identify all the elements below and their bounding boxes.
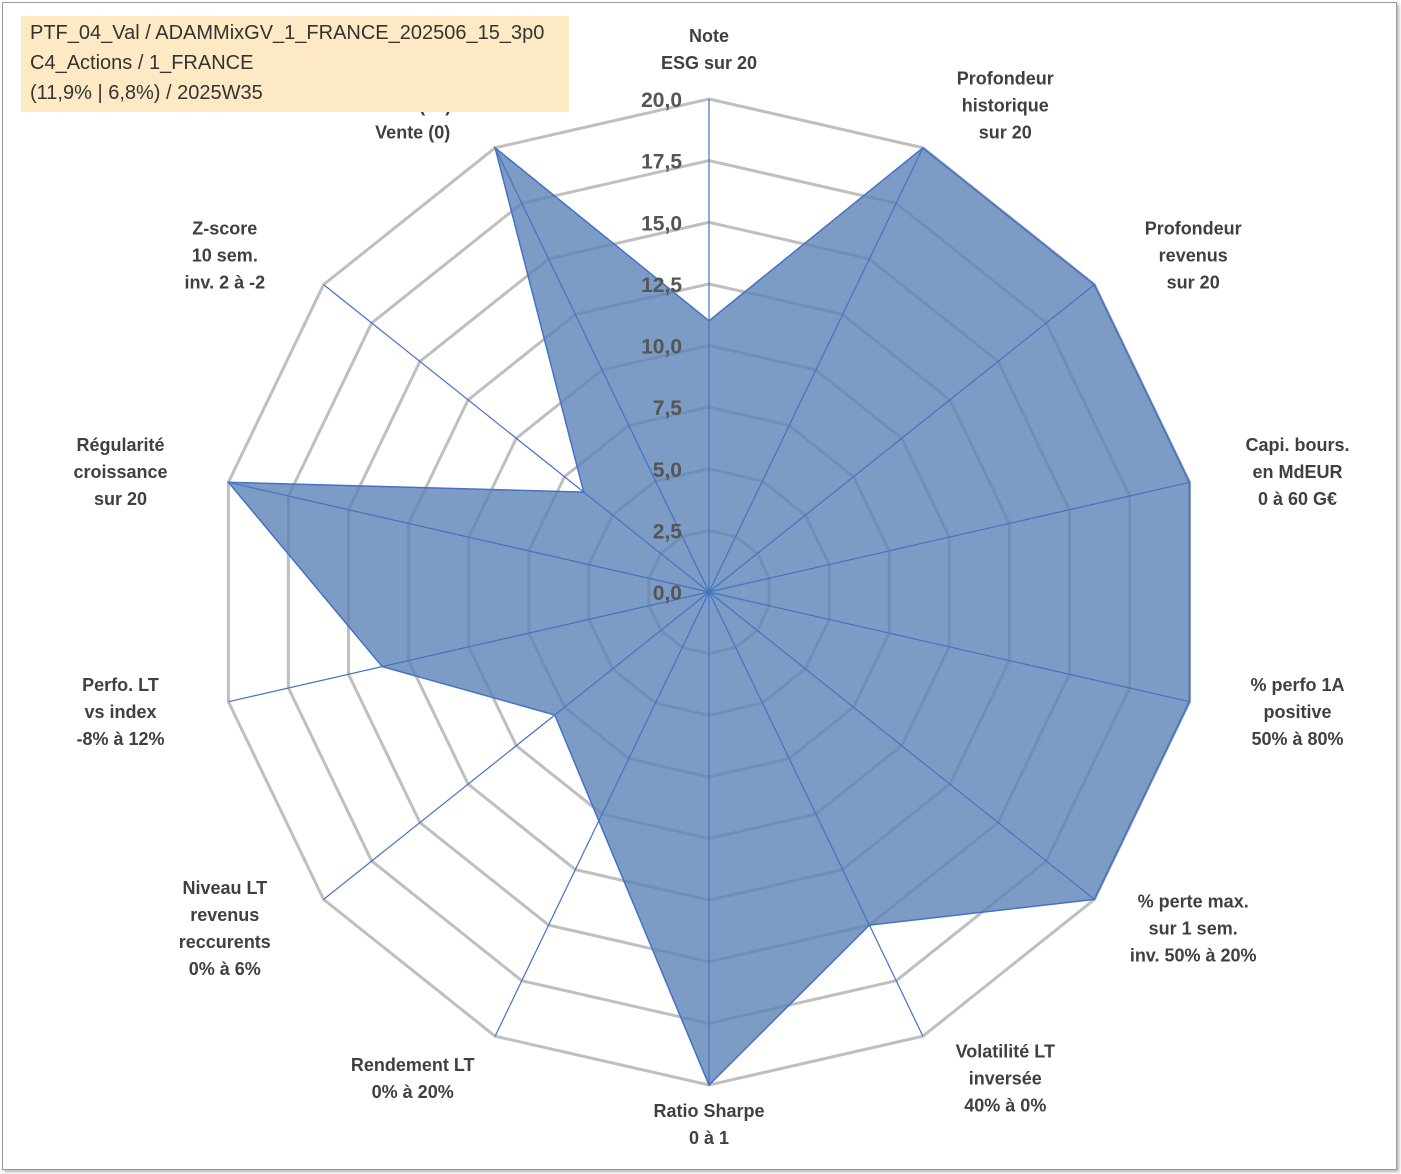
- axis-label-line: Perfo. LT: [82, 675, 159, 695]
- axis-spoke: [708, 481, 1190, 593]
- axis-label: Capi. bours. en MdEUR 0 à 60 G€: [1245, 435, 1349, 509]
- axis-label: Profondeur historique sur 20: [957, 69, 1054, 143]
- tick-label: 10,0: [641, 336, 682, 359]
- axis-label-line: % perte max.: [1138, 892, 1249, 912]
- axis-label-line: en MdEUR: [1253, 462, 1343, 482]
- axis-label: % perfo 1A positive 50% à 80%: [1250, 675, 1344, 749]
- axis-label: Perfo. LT vs index -8% à 12%: [76, 675, 164, 749]
- axis-spoke: [708, 147, 924, 593]
- info-period-line: (11,9% | 6,8%) / 2025W35: [30, 82, 263, 104]
- axis-label-line: sur 20: [94, 489, 147, 509]
- axis-label: Rendement LT 0% à 20%: [351, 1055, 475, 1102]
- axis-label-line: 50% à 80%: [1251, 729, 1343, 749]
- tick-label: 5,0: [653, 459, 682, 482]
- tick-label: 15,0: [641, 212, 682, 235]
- axis-label-line: historique: [962, 96, 1049, 116]
- axis-label-line: sur 20: [1167, 272, 1220, 292]
- tick-label: 0,0: [653, 582, 682, 605]
- axis-label: % perte max. sur 1 sem. inv. 50% à 20%: [1130, 892, 1257, 966]
- axis-label: Profondeur revenus sur 20: [1145, 218, 1242, 292]
- axis-label: Niveau LT revenus reccurents 0% à 6%: [179, 878, 271, 979]
- axis-spoke: [494, 591, 710, 1037]
- axis-label: Régularité croissance sur 20: [73, 435, 167, 509]
- axis-label-line: Profondeur: [957, 69, 1054, 89]
- axis-label-line: Capi. bours.: [1245, 435, 1349, 455]
- info-box: PTF_04_Val / ADAMMixGV_1_FRANCE_202506_1…: [21, 16, 569, 112]
- axis-label-line: sur 1 sem.: [1149, 919, 1238, 939]
- axis-label-line: -8% à 12%: [76, 729, 164, 749]
- axis-spoke: [494, 147, 710, 593]
- axis-label-line: 0 à 60 G€: [1258, 489, 1337, 509]
- axis-label-line: inv. 2 à -2: [184, 272, 265, 292]
- axis-label-line: inv. 50% à 20%: [1130, 946, 1257, 966]
- axis-label-line: Niveau LT: [182, 878, 267, 898]
- axis-label: Volatilité LT inversée 40% à 0%: [956, 1042, 1055, 1116]
- axis-label-line: Ratio Sharpe: [653, 1101, 764, 1121]
- axis-spoke: [323, 284, 710, 593]
- axis-spoke: [708, 591, 1190, 703]
- axis-label-line: 10 sem.: [192, 245, 258, 265]
- axis-spoke: [708, 284, 1095, 593]
- tick-label: 20,0: [641, 89, 682, 112]
- axis-label-line: revenus: [190, 905, 259, 925]
- tick-label: 17,5: [641, 151, 682, 174]
- axis-label-line: Régularité: [76, 435, 164, 455]
- axis-label-line: ESG sur 20: [661, 53, 757, 73]
- tick-label: 7,5: [653, 397, 683, 420]
- tick-label: 12,5: [641, 274, 682, 297]
- axis-spoke: [228, 481, 710, 593]
- info-portfolio-line: PTF_04_Val / ADAMMixGV_1_FRANCE_202506_1…: [30, 22, 545, 44]
- info-category-line: C4_Actions / 1_FRANCE: [30, 52, 254, 74]
- axis-label-line: 40% à 0%: [964, 1096, 1046, 1116]
- axis-label-line: % perfo 1A: [1250, 675, 1344, 695]
- axis-label-line: sur 20: [979, 123, 1032, 143]
- axis-label: Ratio Sharpe 0 à 1: [653, 1101, 764, 1148]
- axis-spoke: [708, 591, 924, 1037]
- axis-labels: Note ESG sur 20 Profondeur historique sur 20…: [73, 26, 1349, 1148]
- axis-label-line: 0% à 20%: [372, 1082, 454, 1102]
- axis-label: Note ESG sur 20: [661, 26, 757, 73]
- axis-label-line: vs index: [84, 702, 156, 722]
- axis-label-line: Rendement LT: [351, 1055, 475, 1075]
- axis-label-line: 0 à 1: [689, 1128, 729, 1148]
- radial-tick-labels: 0,0 2,5 5,0 7,5 10,0 12,5 15,0 17,5 20,0: [641, 89, 682, 605]
- axis-label-line: reccurents: [179, 932, 271, 952]
- axis-label-line: croissance: [73, 462, 167, 482]
- radar-series: [226, 99, 1191, 1087]
- axis-spoke: [228, 591, 710, 703]
- tick-label: 2,5: [653, 520, 683, 543]
- axis-label-line: 0% à 6%: [189, 959, 261, 979]
- axis-label-line: Volatilité LT: [956, 1042, 1055, 1062]
- axis-label: Z-score 10 sem. inv. 2 à -2: [184, 218, 265, 292]
- axis-label-line: revenus: [1159, 245, 1228, 265]
- axis-label-line: inversée: [969, 1069, 1042, 1089]
- axis-spoke: [323, 591, 710, 900]
- axis-label-line: Z-score: [192, 218, 257, 238]
- axis-label-line: Vente (0): [375, 123, 450, 143]
- axis-spoke: [708, 591, 1095, 900]
- axis-label-line: Profondeur: [1145, 218, 1242, 238]
- axis-label-line: Note: [689, 26, 729, 46]
- axis-label-line: positive: [1263, 702, 1331, 722]
